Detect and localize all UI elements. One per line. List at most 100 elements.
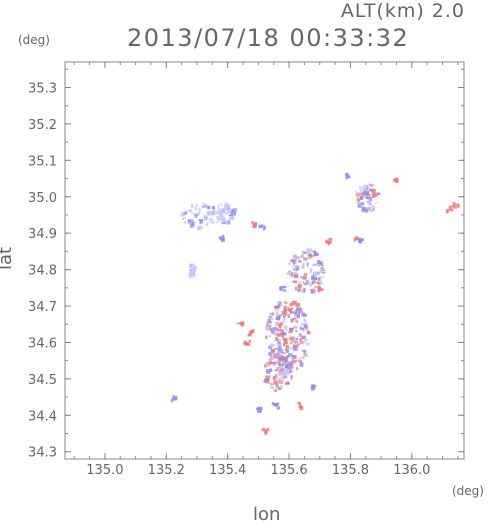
- x-axis-label: lon: [253, 504, 281, 525]
- echo-cell: [290, 307, 294, 310]
- echo-cell: [273, 333, 276, 336]
- echo-cell: [273, 361, 276, 364]
- echo-cell: [221, 221, 226, 225]
- echo-cell: [271, 317, 274, 321]
- echo-cell: [304, 273, 308, 276]
- echo-cell: [203, 213, 207, 217]
- echo-cell: [321, 271, 326, 274]
- echo-cell: [218, 209, 220, 213]
- echo-cell: [359, 196, 364, 200]
- echo-cell: [320, 276, 325, 279]
- y-tick-label: 34.4: [28, 409, 57, 424]
- echo-cell: [298, 333, 302, 337]
- echo-cell: [301, 323, 304, 326]
- echo-cell: [190, 204, 194, 208]
- echo-cell: [284, 371, 290, 376]
- x-tick-label: 135.6: [270, 463, 307, 478]
- echo-cell: [267, 318, 272, 323]
- echo-cell: [304, 354, 309, 358]
- echo-speck: [271, 402, 275, 406]
- echo-cell: [264, 378, 269, 383]
- echo-cell: [221, 215, 225, 220]
- echo-speck: [354, 238, 359, 241]
- echo-speck: [174, 397, 178, 401]
- echo-cell: [301, 289, 305, 294]
- echo-speck: [264, 432, 268, 435]
- echo-cell: [357, 199, 360, 204]
- echo-cell: [277, 349, 280, 354]
- echo-cell: [369, 183, 372, 187]
- echo-cell: [274, 369, 278, 372]
- echo-speck: [392, 178, 397, 182]
- echo-cell: [292, 338, 294, 340]
- echo-cell: [316, 271, 320, 275]
- echo-cell: [280, 303, 284, 307]
- echo-speck: [276, 406, 281, 410]
- echo-cell: [270, 349, 275, 353]
- echo-cell: [211, 206, 215, 210]
- echo-speck: [452, 201, 456, 205]
- echo-speck: [282, 289, 287, 292]
- echo-cell: [300, 327, 305, 330]
- echo-cell: [372, 208, 375, 212]
- echo-cell: [271, 344, 276, 347]
- echo-cell: [276, 377, 281, 382]
- echo-speck: [359, 239, 362, 242]
- echo-speck: [264, 429, 268, 433]
- echo-cell: [269, 324, 272, 329]
- echo-cell: [269, 312, 274, 316]
- echo-speck: [297, 401, 301, 405]
- echo-cell: [183, 212, 188, 215]
- echo-cell: [281, 377, 284, 381]
- echo-cell: [285, 382, 288, 385]
- echo-cell: [318, 277, 321, 281]
- echo-cell: [233, 208, 238, 212]
- echo-cell: [283, 337, 287, 342]
- echo-cell: [281, 373, 285, 378]
- echo-cell: [305, 324, 308, 329]
- echo-speck: [355, 236, 359, 239]
- echo-cell: [370, 209, 373, 213]
- echo-cell: [207, 205, 211, 210]
- echo-cell: [314, 252, 319, 257]
- echo-cell: [194, 206, 197, 211]
- echo-cell: [193, 265, 198, 269]
- echo-cell: [298, 266, 301, 270]
- echo-speck: [345, 172, 349, 176]
- echo-cell: [202, 202, 205, 205]
- echo-cell: [290, 376, 293, 381]
- y-tick-label: 34.3: [28, 446, 57, 461]
- echo-speck: [172, 395, 175, 399]
- echo-speck: [310, 385, 313, 389]
- echo-cell: [289, 303, 294, 307]
- echo-cell: [278, 370, 283, 375]
- echo-cell: [283, 342, 285, 347]
- echo-cell: [305, 342, 310, 346]
- echo-cell: [272, 349, 276, 353]
- echo-cell: [371, 189, 376, 194]
- echo-speck: [259, 409, 262, 413]
- echo-cell: [287, 270, 292, 275]
- echo-cell: [278, 358, 282, 362]
- echo-cell: [197, 226, 200, 231]
- echo-cell: [277, 302, 280, 304]
- echo-cell: [303, 288, 306, 293]
- echo-cell: [189, 268, 192, 272]
- echo-cell: [277, 346, 282, 350]
- echo-cell: [198, 207, 201, 213]
- echo-cell: [278, 318, 280, 321]
- echo-cell: [232, 211, 236, 216]
- echo-speck: [258, 225, 263, 229]
- y-tick-label: 34.9: [28, 227, 57, 242]
- echo-speck: [246, 342, 251, 346]
- echo-cell: [281, 368, 284, 371]
- echo-cell: [282, 318, 286, 323]
- echo-speck: [260, 407, 263, 410]
- echo-cell: [307, 330, 311, 335]
- echo-cell: [218, 207, 221, 210]
- echo-cell: [295, 319, 299, 323]
- echo-cell: [297, 275, 300, 278]
- echo-speck: [221, 234, 225, 239]
- echo-cell: [284, 342, 288, 345]
- echo-cell: [191, 221, 195, 226]
